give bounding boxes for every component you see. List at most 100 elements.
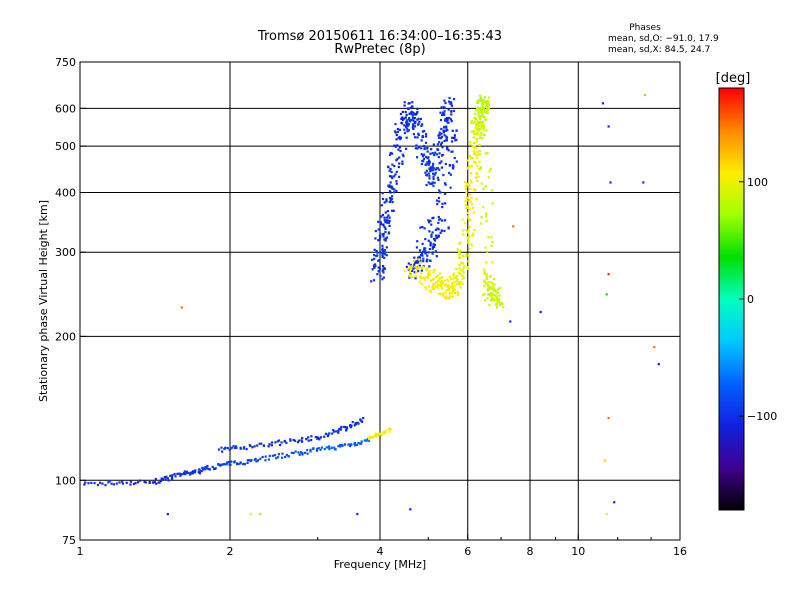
data-point bbox=[406, 130, 409, 133]
data-point bbox=[407, 107, 410, 111]
data-point bbox=[480, 99, 483, 102]
data-point bbox=[411, 114, 414, 117]
data-point bbox=[450, 120, 453, 123]
data-point bbox=[388, 430, 391, 433]
data-point bbox=[421, 123, 424, 126]
data-point bbox=[425, 183, 428, 187]
colorbar-band bbox=[719, 384, 744, 386]
data-point bbox=[434, 151, 437, 154]
data-point bbox=[384, 211, 387, 214]
data-point bbox=[485, 105, 488, 108]
colorbar-band bbox=[719, 120, 744, 122]
data-point bbox=[467, 229, 470, 232]
data-point bbox=[430, 166, 433, 169]
data-point bbox=[184, 473, 187, 476]
colorbar-band bbox=[719, 250, 744, 252]
data-point bbox=[180, 306, 183, 309]
data-point bbox=[488, 293, 491, 296]
data-point bbox=[412, 127, 415, 131]
data-point bbox=[480, 125, 483, 128]
colorbar-band bbox=[719, 149, 744, 151]
data-point bbox=[110, 482, 113, 485]
data-point bbox=[470, 181, 473, 184]
data-point bbox=[449, 118, 452, 121]
data-point bbox=[191, 472, 195, 475]
data-point bbox=[453, 134, 456, 137]
data-point bbox=[481, 105, 485, 108]
colorbar-band bbox=[719, 338, 744, 340]
data-point bbox=[239, 462, 242, 465]
data-point bbox=[429, 244, 432, 247]
data-point bbox=[372, 264, 376, 267]
colorbar-band bbox=[719, 312, 744, 314]
colorbar-band bbox=[719, 334, 744, 336]
data-point bbox=[409, 266, 412, 269]
data-point bbox=[403, 124, 406, 127]
colorbar-band bbox=[719, 308, 744, 310]
data-point bbox=[179, 474, 182, 477]
data-point bbox=[438, 152, 441, 155]
data-point bbox=[432, 245, 436, 248]
data-point bbox=[470, 120, 473, 123]
colorbar-band bbox=[719, 501, 744, 503]
data-point bbox=[491, 189, 494, 192]
data-point bbox=[435, 281, 438, 284]
data-point bbox=[191, 470, 195, 473]
data-point bbox=[398, 146, 401, 149]
data-point bbox=[268, 443, 271, 446]
colorbar-band bbox=[719, 210, 744, 212]
colorbar-band bbox=[719, 446, 744, 448]
data-point bbox=[476, 151, 479, 154]
colorbar-band bbox=[719, 330, 744, 332]
data-point bbox=[325, 446, 328, 449]
colorbar-band bbox=[719, 425, 744, 427]
data-point bbox=[461, 218, 464, 221]
data-point bbox=[437, 283, 440, 287]
colorbar-band bbox=[719, 239, 744, 241]
data-point bbox=[443, 125, 446, 129]
data-point bbox=[405, 125, 408, 128]
colorbar-band bbox=[719, 215, 744, 217]
colorbar-band bbox=[719, 258, 744, 260]
colorbar-band bbox=[719, 268, 744, 270]
data-point bbox=[421, 155, 425, 158]
data-point bbox=[467, 167, 470, 170]
colorbar-band bbox=[719, 494, 744, 496]
data-point bbox=[187, 471, 190, 475]
data-point bbox=[377, 259, 380, 262]
colorbar-band bbox=[719, 244, 744, 246]
data-point bbox=[405, 265, 408, 269]
data-point bbox=[466, 265, 469, 269]
colorbar-band bbox=[719, 461, 744, 463]
data-point bbox=[456, 248, 459, 251]
data-point bbox=[414, 147, 417, 150]
data-point bbox=[466, 206, 469, 210]
data-point bbox=[466, 236, 469, 239]
data-point bbox=[243, 446, 246, 449]
data-point bbox=[397, 175, 401, 178]
data-point bbox=[426, 267, 429, 270]
data-point bbox=[406, 267, 409, 270]
data-point bbox=[424, 133, 428, 136]
colorbar-band bbox=[719, 360, 744, 362]
colorbar-band bbox=[719, 372, 744, 374]
colorbar-band bbox=[719, 305, 744, 307]
data-point bbox=[260, 442, 263, 445]
data-point bbox=[430, 148, 433, 151]
data-point bbox=[289, 438, 292, 441]
data-point bbox=[414, 277, 417, 280]
data-point bbox=[447, 149, 450, 152]
data-point bbox=[475, 124, 478, 127]
data-point bbox=[380, 434, 383, 437]
data-point bbox=[377, 220, 380, 223]
data-point bbox=[373, 434, 377, 437]
data-point bbox=[385, 198, 388, 201]
data-point bbox=[443, 110, 446, 113]
data-point bbox=[388, 153, 392, 156]
data-point bbox=[424, 171, 427, 174]
colorbar-band bbox=[719, 435, 744, 437]
data-point bbox=[399, 138, 402, 141]
data-point bbox=[229, 463, 232, 466]
data-point bbox=[490, 244, 493, 247]
data-point bbox=[221, 450, 224, 453]
